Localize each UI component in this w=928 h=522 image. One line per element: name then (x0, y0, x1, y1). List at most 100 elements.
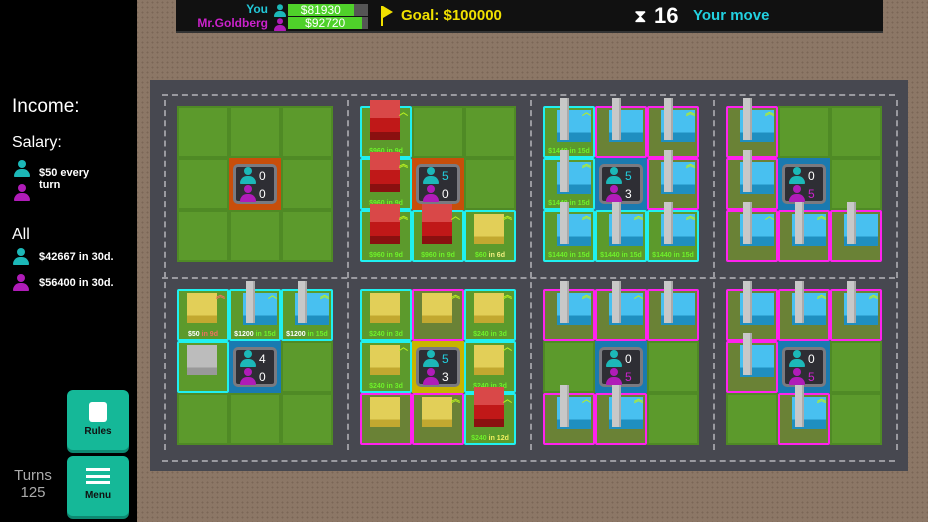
empty-lot-tile[interactable] (229, 393, 281, 445)
income-label: $1440 in 15d (545, 252, 593, 259)
empty-lot-tile[interactable] (830, 341, 882, 393)
empty-lot-tile[interactable] (281, 106, 333, 158)
factory-building-tile[interactable]: ︽ (647, 98, 699, 158)
yellow-building-tile[interactable]: ︽ (412, 289, 464, 341)
district-center-tile[interactable]: 0 0 (229, 158, 281, 210)
income-label: $1440 in 15d (545, 200, 593, 207)
influence-panel: 0 5 (782, 347, 826, 387)
yellow-building-tile[interactable]: ︽ $240 in 3d (464, 289, 516, 341)
opponent-money: $92720 (288, 17, 363, 29)
yellow-building-tile[interactable]: ︿ $240 in 3d (360, 341, 412, 393)
you-person-icon (788, 350, 806, 368)
income-time: in 12d (488, 435, 509, 442)
district-center-tile[interactable]: 0 5 (778, 341, 830, 393)
you-influence: 0 (625, 352, 632, 366)
empty-lot-tile[interactable] (464, 158, 516, 210)
factory-icon (740, 98, 774, 142)
income-time: in 6d (488, 252, 505, 259)
factory-building-tile[interactable]: ︽ (778, 281, 830, 341)
district-center-tile[interactable]: 5 3 (595, 158, 647, 210)
rules-button[interactable]: Rules (67, 390, 129, 450)
district-center-tile[interactable]: 0 5 (778, 158, 830, 210)
factory-building-tile[interactable]: ︽ (647, 150, 699, 210)
factory-building-tile[interactable]: ︿ $1200 in 15d (229, 281, 281, 341)
empty-lot-tile[interactable] (778, 106, 830, 158)
factory-building-tile[interactable]: ︽ $1440 in 15d (543, 202, 595, 262)
city-block: $240 in 3d ︽ ︽ $240 in 3d ︿ $240 in 3d 5 3 ︿ $2… (360, 289, 516, 445)
red-building-tile[interactable]: ︿ $240 in 12d (464, 387, 516, 445)
empty-lot-tile[interactable] (412, 106, 464, 158)
factory-building-tile[interactable]: ︽ $1440 in 15d (647, 202, 699, 262)
empty-lot-tile[interactable] (464, 106, 516, 158)
factory-building-tile[interactable] (726, 333, 778, 393)
influence-panel: 4 0 (233, 347, 277, 387)
red-building-tile[interactable]: ︿ $960 in 9d (412, 204, 464, 262)
empty-lot-tile[interactable] (177, 158, 229, 210)
red-building-tile[interactable]: ︿ $960 in 9d (360, 100, 412, 158)
red-building-tile[interactable]: ︽ $960 in 9d (360, 204, 412, 262)
empty-lot-tile[interactable] (229, 210, 281, 262)
factory-building-tile[interactable]: ︿ (726, 202, 778, 262)
income-amount: $240 (369, 383, 385, 390)
yellow-building-tile[interactable]: ︿ $240 in 3d (464, 341, 516, 393)
factory-icon (557, 281, 591, 325)
factory-building-tile[interactable] (726, 150, 778, 210)
income-time: in 9d (438, 252, 455, 259)
yellow-building-tile[interactable]: ︽ $50 in 9d (177, 289, 229, 341)
opponent-person-icon (239, 185, 257, 203)
empty-lot-tile[interactable] (229, 106, 281, 158)
upgrade-chevron-icon: ︿ (633, 290, 643, 300)
yellow-building-tile[interactable]: ︽ $60 in 6d (464, 210, 516, 262)
factory-icon (844, 281, 878, 325)
empty-lot-tile[interactable] (647, 341, 699, 393)
factory-building-tile[interactable]: ︽ $1200 in 15d (281, 281, 333, 341)
factory-building-tile[interactable]: ︿ $1440 in 15d (543, 98, 595, 158)
factory-building-tile[interactable] (726, 281, 778, 341)
empty-lot-tile[interactable] (281, 158, 333, 210)
factory-building-tile[interactable]: ︽ $1440 in 15d (543, 150, 595, 210)
empty-lot-tile[interactable] (726, 393, 778, 445)
empty-lot-tile[interactable] (281, 210, 333, 262)
factory-building-tile[interactable]: ︿ (543, 385, 595, 445)
warehouse-icon (187, 345, 217, 375)
empty-lot-tile[interactable] (177, 393, 229, 445)
empty-lot-tile[interactable] (281, 341, 333, 393)
yellow-building-tile[interactable] (360, 393, 412, 445)
factory-building-tile[interactable] (830, 202, 882, 262)
yellow-building-tile[interactable]: $240 in 3d (360, 289, 412, 341)
factory-building-tile[interactable]: ︽ (778, 385, 830, 445)
factory-building-tile[interactable]: ︽ (830, 281, 882, 341)
district-center-tile[interactable]: 4 0 (229, 341, 281, 393)
factory-building-tile[interactable]: ︿ (595, 281, 647, 341)
empty-lot-tile[interactable] (177, 106, 229, 158)
factory-building-tile[interactable] (647, 281, 699, 341)
income-time: in 15d (307, 331, 328, 338)
district-center-tile[interactable]: 5 3 (412, 341, 464, 393)
gray-building-tile[interactable] (177, 341, 229, 393)
district-center-tile[interactable]: 5 0 (412, 158, 464, 210)
factory-building-tile[interactable]: ︽ $1440 in 15d (595, 202, 647, 262)
empty-lot-tile[interactable] (281, 393, 333, 445)
factory-building-tile[interactable]: ︽ (778, 202, 830, 262)
menu-button[interactable]: Menu (67, 456, 129, 516)
income-time: in 15d (255, 331, 276, 338)
income-label: $240 in 3d (466, 331, 514, 338)
empty-lot-tile[interactable] (647, 393, 699, 445)
factory-building-tile[interactable]: ︽ (543, 281, 595, 341)
opponent-influence: 5 (808, 187, 815, 201)
empty-lot-tile[interactable] (830, 158, 882, 210)
empty-lot-tile[interactable] (177, 210, 229, 262)
upgrade-chevron-icon: ︽ (816, 290, 826, 300)
empty-lot-tile[interactable] (543, 341, 595, 393)
district-center-tile[interactable]: 0 5 (595, 341, 647, 393)
factory-building-tile[interactable] (595, 98, 647, 158)
red-building-tile[interactable]: ︽ $960 in 9d (360, 152, 412, 210)
rules-label: Rules (84, 426, 112, 437)
factory-building-tile[interactable]: ︽ (595, 385, 647, 445)
empty-lot-tile[interactable] (830, 106, 882, 158)
you-person-icon (273, 4, 287, 18)
yellow-building-tile[interactable]: ︽ (412, 393, 464, 445)
empty-lot-tile[interactable] (830, 393, 882, 445)
factory-building-tile[interactable]: ︽ (726, 98, 778, 158)
salary-title: Salary: (12, 134, 62, 151)
